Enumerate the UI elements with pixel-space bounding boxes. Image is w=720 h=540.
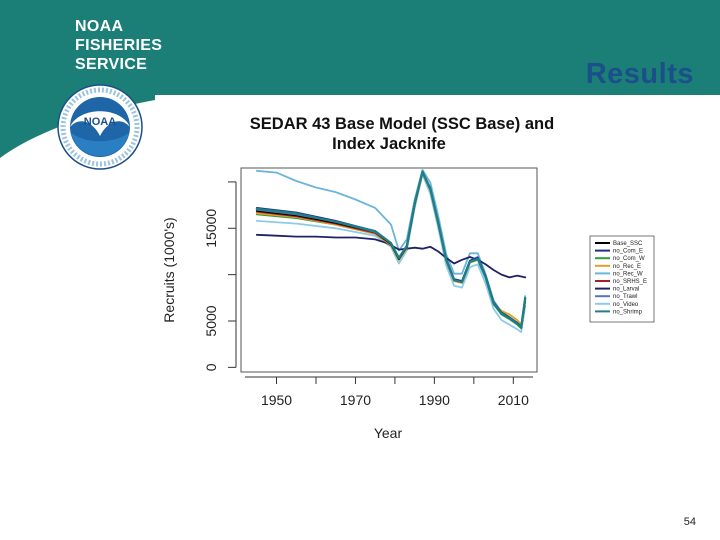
x-tick-label: 2010 (498, 392, 529, 408)
plot-frame (240, 167, 538, 373)
legend-label: no_Shrimp (613, 309, 643, 315)
legend-label: no_Larval (613, 287, 639, 293)
recruits-chart: SEDAR 43 Base Model (SSC Base) and Index… (161, 115, 655, 441)
legend-label: no_SRHS_E (613, 279, 647, 285)
legend-label: no_Rec_E (613, 264, 641, 270)
y-tick-label: 0 (203, 363, 219, 371)
x-axis-label: Year (374, 425, 403, 441)
logo-sea-shape (71, 133, 129, 156)
legend-label: no_Com_W (613, 256, 645, 262)
series-line-no-shrimp (255, 170, 527, 329)
logo-gull-shape (70, 111, 130, 136)
page-number: 54 (683, 516, 696, 528)
wordmark-line-1: NOAA (75, 18, 124, 35)
wordmark-line-3: SERVICE (75, 56, 148, 73)
y-axis-label: Recruits (1000's) (161, 217, 177, 322)
legend-label: no_Rec_W (613, 271, 643, 277)
y-tick-label: 15000 (203, 209, 219, 248)
legend-label: no_Video (613, 302, 639, 308)
slide-title: Results (585, 58, 694, 90)
chart-title-line-1: SEDAR 43 Base Model (SSC Base) and (250, 115, 554, 133)
series-line-no-trawl (255, 170, 527, 328)
series-line-base-ssc (255, 170, 527, 329)
noaa-fisheries-wordmark: NOAA FISHERIES SERVICE (75, 17, 162, 74)
x-axis: 1950 1970 1990 2010 (244, 376, 534, 408)
series-line-no-larval (255, 233, 527, 279)
series-line-no-com-w (255, 171, 527, 330)
series-line-no-srhs-e (255, 171, 527, 329)
series-line-no-com-e (255, 170, 527, 328)
wordmark-line-2: FISHERIES (75, 37, 163, 54)
x-tick-label: 1950 (261, 392, 292, 408)
legend-label: no_Trawl (613, 294, 637, 300)
chart-legend: Base_SSC no_Com_Eno_Com_W no_Rec_Eno_Rec_W… (589, 235, 655, 323)
y-tick-label: 5000 (203, 305, 219, 336)
x-tick-label: 1970 (340, 392, 371, 408)
series-line-no-video (255, 173, 527, 333)
x-tick-label: 1990 (419, 392, 450, 408)
logo-text-ring (60, 87, 140, 167)
series-lines (255, 169, 527, 333)
legend-label: no_Com_E (613, 249, 643, 255)
chart-title-line-2: Index Jacknife (332, 135, 446, 153)
y-axis: 0 5000 15000 (203, 181, 237, 371)
header-band-shape (0, 0, 720, 158)
logo-text: NOAA (84, 116, 116, 128)
noaa-logo-icon: NOAA (57, 84, 143, 170)
legend-label: Base_SSC (613, 241, 643, 247)
header-band (0, 0, 720, 158)
